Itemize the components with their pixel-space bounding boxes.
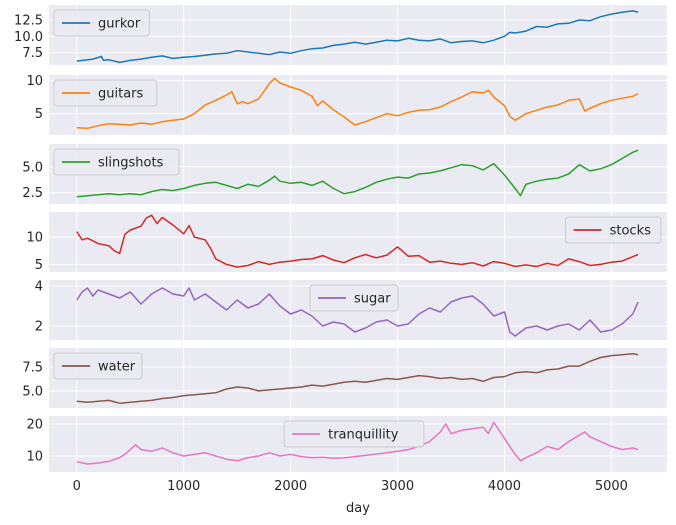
series-line-gurkor [76,10,639,64]
ytick-label-slingshots: 2.5 [22,186,43,201]
legend-box-sugar [309,284,399,312]
legend-label-water: water [98,360,136,375]
ytick-label-guitars: 5 [35,107,43,122]
ytick-label-tranquillity: 20 [26,418,43,433]
xtick-label: 1000 [167,479,200,494]
ytick-label-sugar: 4 [35,280,43,295]
series-line-slingshots [76,149,639,198]
series-line-sugar [76,287,639,337]
xtick-label: 0 [73,479,81,494]
xtick-label: 5000 [595,479,628,494]
series-line-guitars [76,77,639,130]
legend-box-guitars [53,79,158,107]
series-line-stocks [76,214,639,268]
legend-label-sugar: sugar [354,292,391,307]
legend-label-stocks: stocks [610,224,651,239]
ytick-label-water: 7.5 [22,361,43,376]
ytick-label-guitars: 10 [26,74,43,89]
ytick-label-gurkor: 10.0 [14,30,43,45]
legend-box-gurkor [53,9,150,37]
panel-bg-gurkor [49,5,667,65]
xtick-label: 2000 [274,479,307,494]
legend-box-tranquillity [283,420,425,448]
legend-label-slingshots: slingshots [98,156,164,171]
panel-bg-water [49,348,667,408]
series-line-tranquillity [76,421,639,465]
xtick-label: 3000 [381,479,414,494]
ytick-label-water: 5.0 [22,384,43,399]
xtick-label: 4000 [488,479,521,494]
legend-label-tranquillity: tranquillity [328,428,399,443]
legend-label-gurkor: gurkor [98,17,141,32]
legend-box-stocks [565,216,662,244]
ytick-label-stocks: 10 [26,231,43,246]
ytick-label-gurkor: 12.5 [14,14,43,29]
ytick-label-stocks: 5 [35,258,43,273]
series-line-water [76,352,639,404]
legend-box-slingshots [53,148,180,176]
ytick-label-slingshots: 5.0 [22,160,43,175]
ytick-label-gurkor: 7.5 [22,46,43,61]
x-axis-label: day [346,501,370,516]
ytick-label-sugar: 2 [35,320,43,335]
ytick-label-tranquillity: 10 [26,450,43,465]
legend-box-water [53,352,143,380]
legend-label-guitars: guitars [98,87,144,102]
